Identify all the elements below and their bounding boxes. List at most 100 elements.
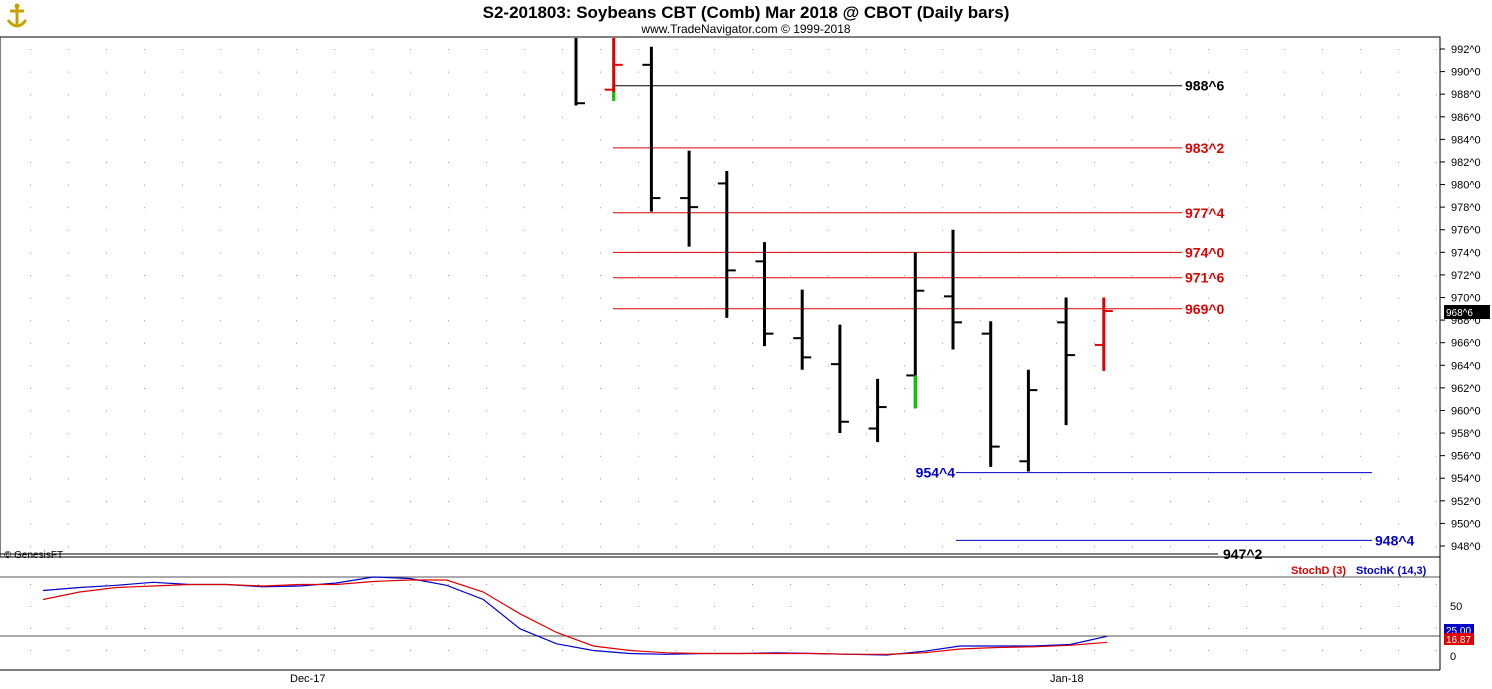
price-tick-label: 986^0 xyxy=(1451,112,1481,124)
grid-dot xyxy=(1398,455,1399,457)
grid-dot xyxy=(486,410,487,412)
grid-dot xyxy=(1360,478,1361,480)
grid-dot xyxy=(562,49,563,50)
grid-dot xyxy=(1056,275,1057,276)
grid-dot xyxy=(1246,365,1247,367)
grid-dot xyxy=(68,365,69,367)
grid-dot xyxy=(714,433,715,435)
grid-dot xyxy=(790,523,791,525)
grid-dot xyxy=(942,342,943,344)
grid-dot xyxy=(828,139,829,141)
grid-dot xyxy=(904,546,905,548)
grid-dot xyxy=(334,229,335,231)
grid-dot xyxy=(638,388,639,389)
grid-dot xyxy=(258,184,259,186)
grid-dot xyxy=(942,410,943,412)
grid-dot xyxy=(1094,94,1095,96)
grid-dot xyxy=(714,628,715,629)
stoch-tick-50: 50 xyxy=(1450,601,1462,613)
grid-dot xyxy=(486,584,487,585)
grid-dot xyxy=(372,478,373,480)
grid-dot xyxy=(448,433,449,435)
grid-dot xyxy=(790,606,791,607)
grid-dot xyxy=(942,207,943,209)
grid-dot xyxy=(486,365,487,367)
grid-dot xyxy=(334,410,335,412)
grid-dot xyxy=(30,71,31,73)
grid-dot xyxy=(1246,546,1247,548)
grid-dot xyxy=(1284,252,1285,254)
grid-dot xyxy=(1398,116,1399,118)
level-label: 954^4 xyxy=(916,465,956,481)
grid-dot xyxy=(68,320,69,322)
grid-dot xyxy=(1170,162,1171,163)
grid-dot xyxy=(980,94,981,96)
grid-dot xyxy=(904,320,905,322)
grid-dot xyxy=(562,546,563,548)
grid-dot xyxy=(1284,297,1285,299)
grid-dot xyxy=(828,388,829,389)
grid-dot xyxy=(1246,433,1247,435)
grid-dot xyxy=(1018,275,1019,276)
grid-dot xyxy=(68,478,69,480)
grid-dot xyxy=(334,501,335,502)
grid-dot xyxy=(1208,162,1209,163)
grid-dot xyxy=(1018,229,1019,231)
grid-dot xyxy=(942,229,943,231)
grid-dot xyxy=(1284,229,1285,231)
grid-dot xyxy=(68,229,69,231)
grid-dot xyxy=(600,606,601,607)
grid-dot xyxy=(638,433,639,435)
grid-dot xyxy=(562,207,563,209)
grid-dot xyxy=(562,116,563,118)
grid-dot xyxy=(258,252,259,254)
grid-dot xyxy=(1436,433,1437,435)
grid-dot xyxy=(372,388,373,389)
level-label: 948^4 xyxy=(1375,532,1415,548)
grid-dot xyxy=(68,342,69,344)
grid-dot xyxy=(144,184,145,186)
grid-dot xyxy=(1246,342,1247,344)
grid-dot xyxy=(752,229,753,231)
grid-dot xyxy=(866,162,867,163)
anchor-logo-icon xyxy=(2,2,32,32)
grid-dot xyxy=(30,628,31,629)
grid-dot xyxy=(866,139,867,141)
grid-dot xyxy=(296,49,297,50)
grid-dot xyxy=(1170,49,1171,50)
grid-dot xyxy=(1322,207,1323,209)
grid-dot xyxy=(258,94,259,96)
grid-dot xyxy=(334,342,335,344)
grid-dot xyxy=(790,365,791,367)
grid-dot xyxy=(714,650,715,651)
grid-dot xyxy=(334,139,335,141)
grid-dot xyxy=(638,252,639,254)
grid-dot xyxy=(1398,584,1399,585)
grid-dot xyxy=(1170,275,1171,276)
grid-dot xyxy=(296,628,297,629)
grid-dot xyxy=(638,455,639,457)
grid-dot xyxy=(1360,410,1361,412)
grid-dot xyxy=(866,71,867,73)
grid-dot xyxy=(258,229,259,231)
grid-dot xyxy=(714,388,715,389)
grid-dot xyxy=(752,650,753,651)
grid-dot xyxy=(1132,523,1133,525)
grid-dot xyxy=(1018,184,1019,186)
grid-dot xyxy=(1398,650,1399,651)
grid-dot xyxy=(752,320,753,322)
grid-dot xyxy=(1094,650,1095,651)
grid-dot xyxy=(752,184,753,186)
legend-stochd: StochD (3) xyxy=(1291,565,1346,577)
grid-dot xyxy=(220,162,221,163)
grid-dot xyxy=(220,116,221,118)
grid-dot xyxy=(828,650,829,651)
grid-dot xyxy=(1360,71,1361,73)
grid-dot xyxy=(1398,628,1399,629)
grid-dot xyxy=(904,410,905,412)
grid-dot xyxy=(182,606,183,607)
grid-dot xyxy=(1436,365,1437,367)
grid-dot xyxy=(1132,365,1133,367)
grid-dot xyxy=(1398,388,1399,389)
level-label: 988^6 xyxy=(1185,78,1225,94)
